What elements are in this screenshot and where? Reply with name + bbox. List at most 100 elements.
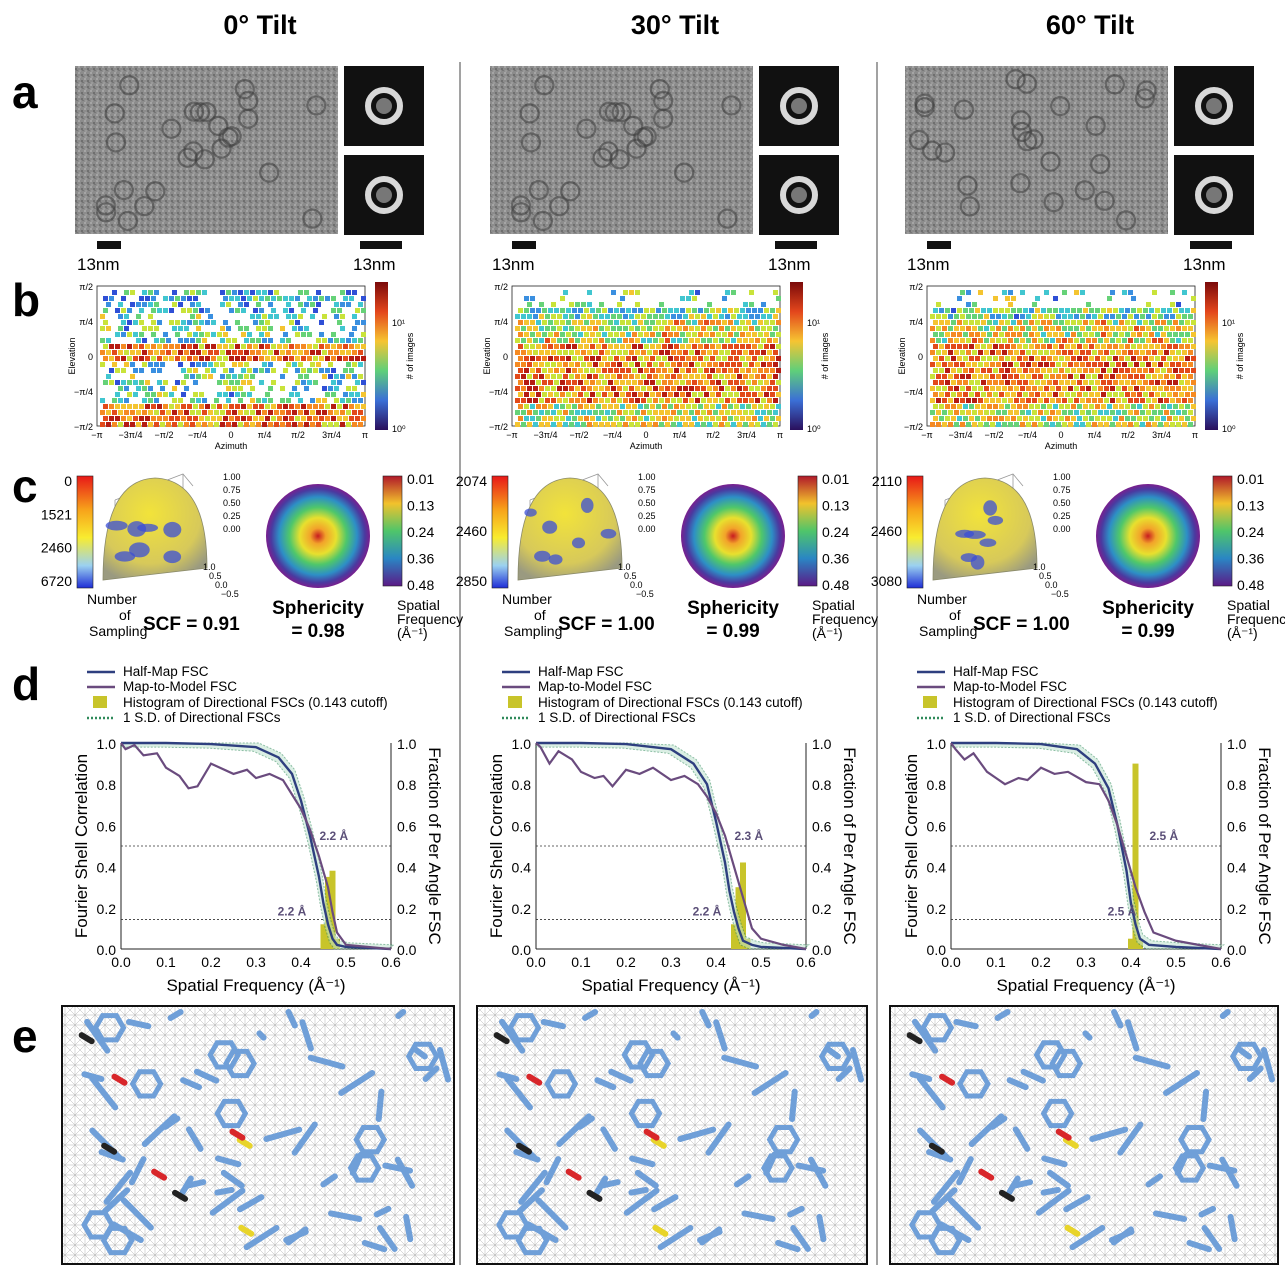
hexbin-cell [136,422,141,427]
legend-model: Map-to-Model FSC [953,679,1067,694]
hexbin-cell [205,356,210,361]
hexbin-cell [614,356,619,361]
model-bond [1145,1173,1164,1188]
hexbin-cell [680,368,685,373]
hexbin-cell [1140,422,1145,427]
hexbin-cell [692,344,697,349]
spatial-frequency-tick: 0.24 [407,524,434,540]
hexbin-cell [181,296,186,301]
hexbin-cell [515,374,520,379]
hexbin-cell [656,404,661,409]
hexbin-cell [653,374,658,379]
hexbin-cell [1170,326,1175,331]
hexbin-cell [704,332,709,337]
hexbin-cell [358,398,363,403]
hexbin-cell [746,368,751,373]
model-bond [916,1075,946,1111]
hexbin-cell [1092,350,1097,355]
hexbin-cell [677,350,682,355]
hexbin-cell [115,392,120,397]
hexbin-cell [226,326,231,331]
hexbin-cell [575,410,580,415]
class-average-ring [365,87,403,125]
hexbin-cell [605,362,610,367]
hexbin-cell [767,398,772,403]
hexbin-cell [1044,326,1049,331]
hexbin-cell [235,344,240,349]
hexbin-cell [1143,308,1148,313]
hexbin-cell [692,368,697,373]
fsc-y2-tick: 0.2 [397,901,417,917]
particle [1017,131,1038,152]
hexbin-cell [1122,362,1127,367]
hexbin-cell [933,392,938,397]
hexbin-cell [644,332,649,337]
model-bond [775,1239,801,1253]
hexbin-cell [662,404,667,409]
fsc-histogram-bar [320,924,327,949]
hexbin-cell [247,332,252,337]
model-bond [1260,1046,1275,1083]
hexbin-cell [1089,332,1094,337]
hexbin-cell [707,386,712,391]
model-bond [256,1030,267,1041]
hexbin-cell [608,320,613,325]
hexbin-cell [951,308,956,313]
hexbin-cell [283,332,288,337]
hexbin-cell [641,374,646,379]
hexbin-cell [1011,332,1016,337]
hexbin-cell [1038,338,1043,343]
hexbin-cell [713,326,718,331]
hexbin-cell [993,308,998,313]
model-bond [634,1169,659,1189]
hexbin-cell [719,314,724,319]
hexbin-cell [121,404,126,409]
hexbin-cell [969,320,974,325]
hexbin-cell [695,338,700,343]
hexbin-cell [1131,296,1136,301]
hexbin-cell [560,380,565,385]
hexbin-cell [722,332,727,337]
hexbin-cell [671,326,676,331]
hexbin-cell [969,368,974,373]
hexbin-cell [250,398,255,403]
sampling-tick: 2460 [41,540,72,556]
hexbin-cell [199,404,204,409]
model-bond [307,1054,346,1070]
hexbin-cell [346,362,351,367]
hexbin-cell [1191,320,1196,325]
hexbin-cell [1131,404,1136,409]
sphericity-label: Sphericity [687,598,779,619]
hexbin-cell [692,320,697,325]
fsc-y-tick: 1.0 [512,736,532,752]
hexbin-cell [749,314,754,319]
spatial-frequency-label: Spatial [397,597,440,613]
azimuth-tick: 0 [228,430,233,440]
hexbin-cell [542,380,547,385]
hexbin-cell [686,368,691,373]
hexbin-cell [674,332,679,337]
hexbin-cell [1110,314,1115,319]
hexbin-cell [349,392,354,397]
density-map-panel [889,1005,1279,1265]
hexbin-cell [1101,308,1106,313]
hexbin-cell [1068,410,1073,415]
azimuth-tick: 3π/4 [322,430,341,440]
hexbin-cell [518,368,523,373]
hexbin-cell [515,422,520,427]
hexbin-cell [1077,392,1082,397]
model-ring [207,1040,242,1070]
hexbin-cell [1053,344,1058,349]
hexbin-cell [698,404,703,409]
hexbin-cell [1062,410,1067,415]
hexbin-cell [1086,338,1091,343]
hexbin-cell [340,326,345,331]
hexbin-cell [1119,368,1124,373]
fsc-y-tick: 0.4 [512,860,532,876]
hexbin-cell [665,374,670,379]
hexbin-cell [1113,320,1118,325]
hexbin-cell [1119,308,1124,313]
scale-label: 13nm [353,255,396,274]
hexbin-cell [178,362,183,367]
hexbin-cell [569,398,574,403]
